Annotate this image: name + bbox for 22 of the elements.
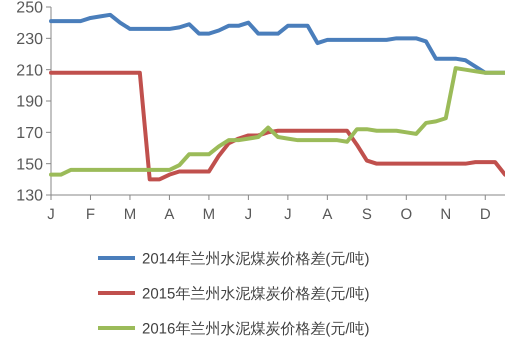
x-tick-label: J — [284, 206, 292, 223]
x-tick-label: M — [202, 206, 216, 223]
legend-label: 2014年兰州水泥煤炭价格差(元/吨) — [142, 250, 370, 268]
x-tick-label: O — [400, 206, 412, 223]
x-tick-label: D — [480, 206, 491, 223]
x-tick-label: J — [244, 206, 252, 223]
x-tick-label: A — [164, 206, 174, 223]
y-tick-label: 150 — [16, 156, 44, 174]
y-tick-label: 170 — [16, 124, 44, 142]
y-tick-label: 130 — [16, 188, 44, 205]
y-tick-label: 210 — [16, 62, 44, 80]
x-tick-label: A — [322, 206, 332, 223]
y-tick-label: 250 — [16, 0, 44, 17]
legend-label: 2015年兰州水泥煤炭价格差(元/吨) — [142, 285, 370, 302]
y-tick-label: 230 — [16, 30, 44, 48]
x-tick-label: N — [440, 206, 452, 223]
y-tick-label: 190 — [16, 94, 44, 111]
x-tick-label: S — [362, 206, 372, 223]
legend-label: 2016年兰州水泥煤炭价格差(元/吨) — [142, 320, 370, 337]
x-tick-label: J — [47, 206, 55, 223]
x-tick-label: M — [124, 206, 136, 223]
x-tick-label: F — [86, 206, 96, 223]
